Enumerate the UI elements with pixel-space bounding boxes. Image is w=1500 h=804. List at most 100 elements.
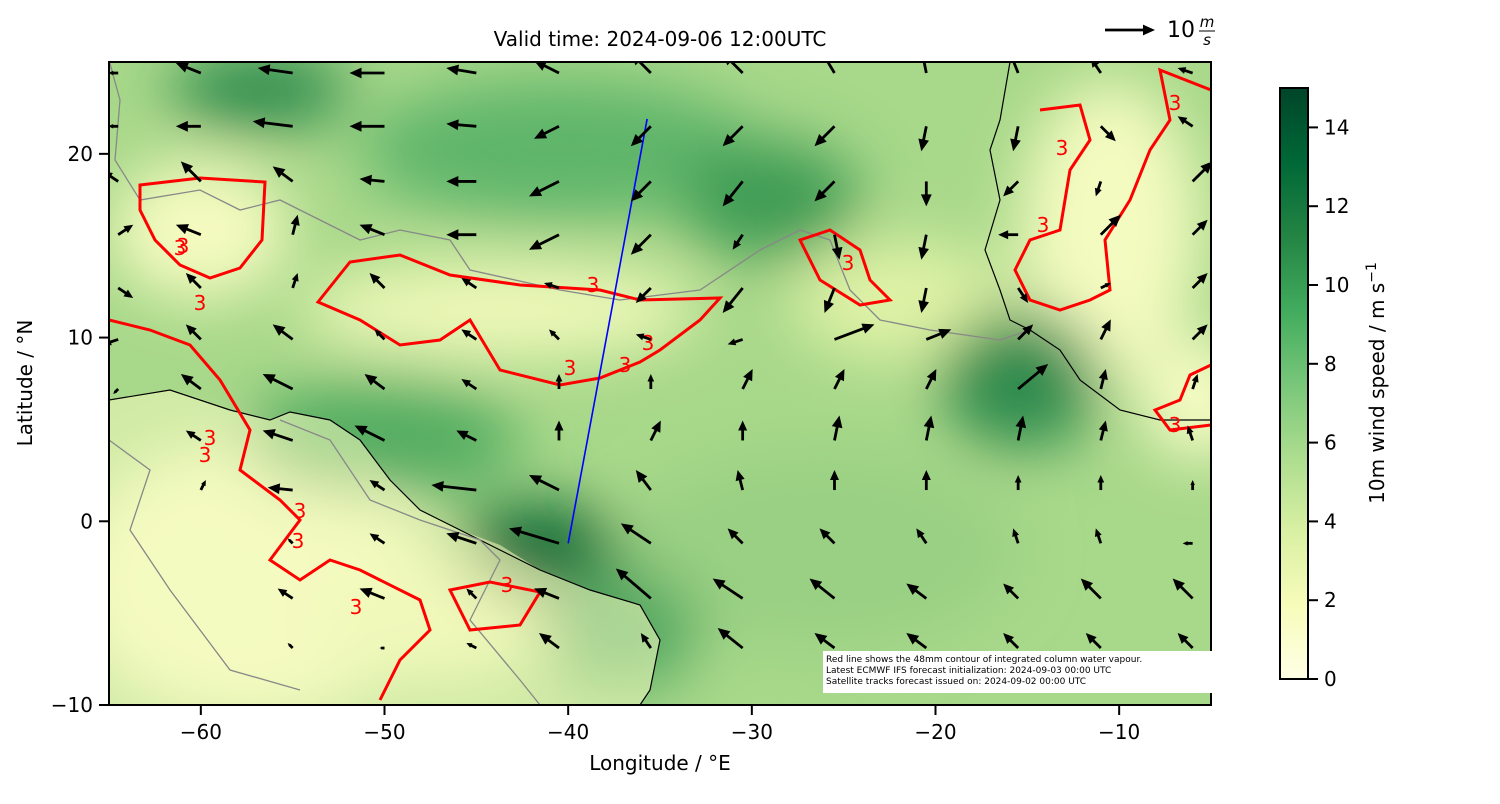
arrow-head	[1010, 138, 1021, 152]
wind-arrow	[533, 62, 560, 75]
contour-label: 3	[199, 443, 212, 467]
arrow-head	[461, 329, 472, 338]
wind-arrow	[620, 523, 652, 545]
arrow-shaft	[260, 120, 293, 128]
wind-arrow	[446, 229, 477, 241]
arrow-head	[354, 425, 368, 436]
x-tick-label: −40	[547, 720, 589, 744]
wind-arrow	[918, 287, 929, 313]
wind-arrow	[109, 70, 119, 76]
arrow-head	[446, 176, 459, 187]
wind-arrow	[831, 415, 843, 441]
colorbar-tick-label: 12	[1324, 194, 1349, 218]
wind-arrow	[923, 415, 935, 441]
arrow-head	[1019, 293, 1029, 303]
wind-arrow	[833, 323, 875, 341]
wind-arrow	[921, 470, 931, 491]
arrow-head	[538, 633, 552, 645]
wind-arrow	[727, 338, 744, 346]
wind-arrow	[109, 124, 119, 129]
arrow-head	[923, 415, 935, 429]
arrow-head	[431, 481, 444, 492]
arrow-head	[732, 239, 742, 250]
arrow-head	[369, 533, 380, 542]
arrow-head	[630, 133, 644, 147]
arrow-head	[185, 272, 197, 284]
contour-label: 3	[204, 426, 217, 450]
arrow-head	[1035, 364, 1049, 376]
contour-label: 3	[619, 353, 632, 377]
colorbar-label: 10m wind speed / m s−1	[1364, 262, 1389, 504]
arrow-head	[291, 272, 299, 282]
arrow-shaft	[922, 62, 928, 74]
arrow-head	[620, 523, 634, 535]
arrow-head	[916, 47, 929, 61]
arrow-shaft	[361, 427, 386, 442]
contour-label: 3	[564, 356, 577, 380]
wind-arrow	[925, 328, 952, 341]
arrow-shaft	[729, 62, 744, 75]
contour-label: 3	[350, 595, 363, 619]
arrow-head	[528, 239, 543, 250]
colorbar-tick-label: 4	[1324, 509, 1337, 533]
wind-arrow	[533, 587, 560, 600]
arrow-shaft	[627, 526, 652, 545]
wind-arrow	[185, 272, 202, 289]
arrow-head	[1094, 187, 1102, 197]
wind-arrow	[918, 126, 929, 152]
wind-arrow	[364, 374, 386, 391]
arrow-head	[554, 420, 564, 431]
arrow-head	[548, 329, 557, 337]
arrow-head	[1104, 130, 1116, 142]
wind-arrow	[1003, 180, 1020, 197]
arrow-head	[446, 532, 460, 543]
arrow-head	[722, 193, 735, 207]
wind-arrow	[369, 480, 386, 492]
arrow-head	[834, 369, 845, 382]
wind-arrow	[829, 470, 839, 491]
arrow-head	[290, 214, 300, 226]
wind-arrow	[635, 286, 652, 303]
wind-arrow	[1191, 219, 1208, 236]
arrow-head	[364, 374, 378, 386]
wind-arrow	[369, 533, 386, 545]
wind-arrow	[290, 214, 300, 236]
arrow-head	[918, 300, 929, 313]
arrow-head	[185, 324, 197, 336]
wind-arrow	[379, 646, 385, 650]
wind-arrow	[272, 166, 294, 183]
arrow-head	[938, 328, 952, 339]
contour-label: 3	[1169, 413, 1182, 437]
arrow-head	[926, 369, 937, 382]
arrow-head	[735, 470, 745, 482]
wind-arrow	[185, 430, 202, 442]
arrow-shaft	[815, 582, 836, 600]
arrow-head	[123, 224, 134, 234]
arrow-head	[374, 329, 382, 337]
arrow-head	[1196, 272, 1208, 284]
arrow-head	[1098, 369, 1108, 381]
satellite-track	[567, 118, 648, 544]
y-tick-label: 20	[68, 142, 93, 166]
y-axis-label: Latitude / °N	[13, 320, 37, 447]
wind-arrow	[548, 329, 560, 341]
contour-label: 3	[587, 273, 600, 297]
arrow-head	[1003, 583, 1015, 595]
wind-arrow	[1012, 528, 1020, 544]
arrow-head	[1182, 541, 1188, 546]
arrow-head	[508, 526, 523, 537]
wind-arrow	[175, 62, 202, 75]
x-tick-label: −20	[914, 720, 956, 744]
arrow-head	[287, 643, 292, 647]
contour-label: 3	[177, 234, 190, 258]
wind-arrow	[738, 420, 748, 441]
arrow-head	[1200, 161, 1211, 174]
arrow-head	[175, 224, 189, 235]
arrow-head	[921, 470, 931, 481]
arrow-head	[185, 430, 196, 439]
y-tick-label: −10	[51, 693, 93, 717]
wind-arrow	[528, 180, 560, 197]
contour-label: 3	[1169, 91, 1182, 115]
wind-arrow	[291, 272, 299, 289]
arrow-shaft	[516, 529, 560, 545]
